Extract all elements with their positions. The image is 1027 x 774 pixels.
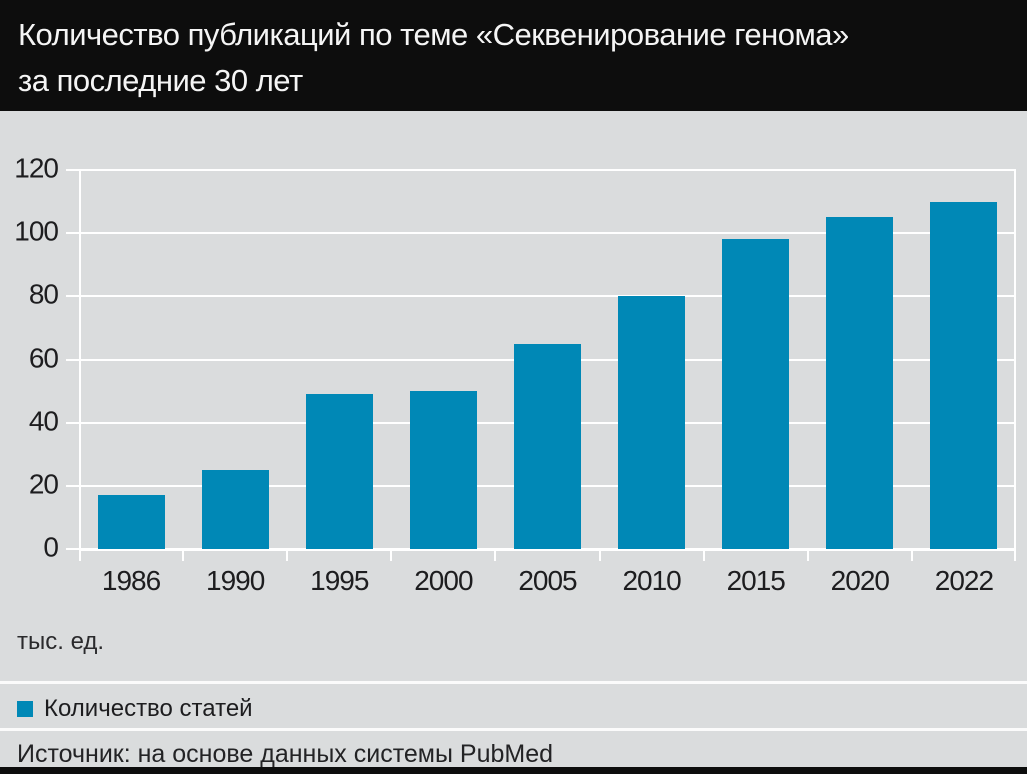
x-axis-tick-4 [494, 550, 497, 561]
legend-label: Количество статей [44, 695, 253, 722]
bar-2020 [826, 217, 894, 549]
x-axis-tick-8 [910, 550, 913, 561]
separator-line-bottom [0, 728, 1027, 731]
y-axis-tick-label-100: 100 [14, 215, 59, 247]
x-axis-tick-label-2020: 2020 [830, 565, 890, 596]
y-axis-tick-100 [66, 232, 79, 235]
bar-2000 [409, 391, 477, 549]
chart-title-line-1: Количество публикаций по теме «Секвениро… [18, 17, 849, 52]
y-axis-tick-label-40: 40 [28, 405, 59, 437]
y-axis-tick-20 [66, 484, 79, 487]
bar-2005 [514, 343, 581, 549]
y-axis-tick-label-80: 80 [28, 279, 59, 311]
separator-line-top [0, 681, 1027, 684]
x-axis-tick-label-2000: 2000 [414, 565, 473, 596]
x-axis-tick-7 [806, 550, 809, 561]
gridline-100 [79, 232, 1016, 235]
y-axis-tick-80 [66, 295, 79, 298]
gridline-0 [79, 548, 1016, 551]
chart-title-line-2: за последние 30 лет [18, 63, 303, 98]
x-axis-tick-label-1990: 1990 [206, 565, 265, 596]
y-axis-tick-label-120: 120 [14, 152, 59, 184]
y-axis-line [79, 170, 81, 561]
y-axis-unit-label: тыс. ед. [17, 628, 105, 655]
bottom-black-strip [0, 767, 1027, 774]
x-axis-tick-1 [182, 550, 185, 561]
x-axis-tick-label-2005: 2005 [518, 565, 577, 596]
bar-chart-plot-area: 0 20 40 60 80 100 120 1986 1990 1995 2000 2005 2010 2… [14, 153, 1016, 596]
bar-2010 [618, 296, 686, 549]
x-axis-tick-5 [598, 550, 601, 561]
plot-right-edge-line [1014, 170, 1016, 561]
bar-2015 [722, 239, 790, 549]
x-axis-tick-label-1995: 1995 [310, 565, 369, 596]
y-axis-tick-120 [66, 169, 79, 171]
x-axis-tick-6 [702, 550, 705, 561]
source-note: Источник: на основе данных системы PubMe… [17, 740, 554, 768]
x-axis-tick-3 [390, 550, 393, 561]
y-axis-tick-0 [66, 548, 79, 550]
legend-swatch-icon [17, 701, 33, 717]
legend: Количество статей [17, 695, 253, 722]
y-axis-tick-40 [66, 421, 79, 424]
x-axis-tick-2 [286, 550, 289, 561]
x-axis-tick-label-2010: 2010 [622, 565, 681, 596]
bar-1986 [97, 495, 165, 549]
header: Количество публикаций по теме «Секвениро… [0, 0, 1027, 111]
bar-1990 [201, 470, 269, 549]
y-axis-tick-60 [66, 358, 79, 361]
x-axis-tick-label-2015: 2015 [726, 565, 786, 596]
y-axis-tick-label-60: 60 [28, 342, 59, 374]
x-axis-tick-label-1986: 1986 [101, 565, 161, 596]
x-axis-tick-label-2022: 2022 [934, 565, 994, 596]
gridline-80 [79, 295, 1016, 298]
bar-1995 [305, 394, 373, 549]
bar-2022 [930, 201, 998, 549]
gridline-120 [79, 169, 1016, 171]
y-axis-tick-label-0: 0 [43, 531, 59, 563]
y-axis-tick-label-20: 20 [28, 468, 59, 500]
